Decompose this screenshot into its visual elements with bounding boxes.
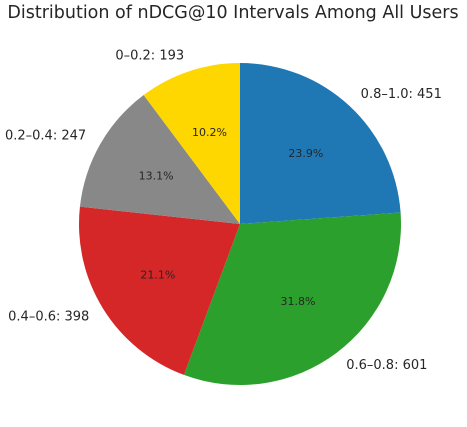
slice-percent-label: 31.8% <box>280 295 315 308</box>
pie-slice-4 <box>143 63 240 224</box>
slice-category-label: 0.6–0.8: 601 <box>346 358 427 373</box>
chart-title: Distribution of nDCG@10 Intervals Among … <box>7 3 458 23</box>
slice-category-label: 0.4–0.6: 398 <box>8 310 89 325</box>
slice-percent-label: 23.9% <box>288 147 323 160</box>
slice-percent-label: 21.1% <box>140 268 175 281</box>
pie-slice-0 <box>240 63 401 224</box>
pie-slice-2 <box>78 206 240 375</box>
slice-category-label: 0–0.2: 193 <box>115 48 184 63</box>
slice-labels: 0.8–1.0: 451 0.6–0.8: 601 0.4–0.6: 398 0.2–… <box>5 48 442 373</box>
pie-slices <box>78 63 401 385</box>
slice-category-label: 0.8–1.0: 451 <box>361 87 442 102</box>
pie-slice-1 <box>183 212 401 385</box>
percent-labels: 23.9% 31.8% 21.1% 13.1% 10.2% <box>139 126 324 308</box>
slice-percent-label: 10.2% <box>192 126 227 139</box>
slice-category-label: 0.2–0.4: 247 <box>5 129 86 144</box>
slice-percent-label: 13.1% <box>139 170 174 183</box>
pie-slice-3 <box>79 95 240 224</box>
